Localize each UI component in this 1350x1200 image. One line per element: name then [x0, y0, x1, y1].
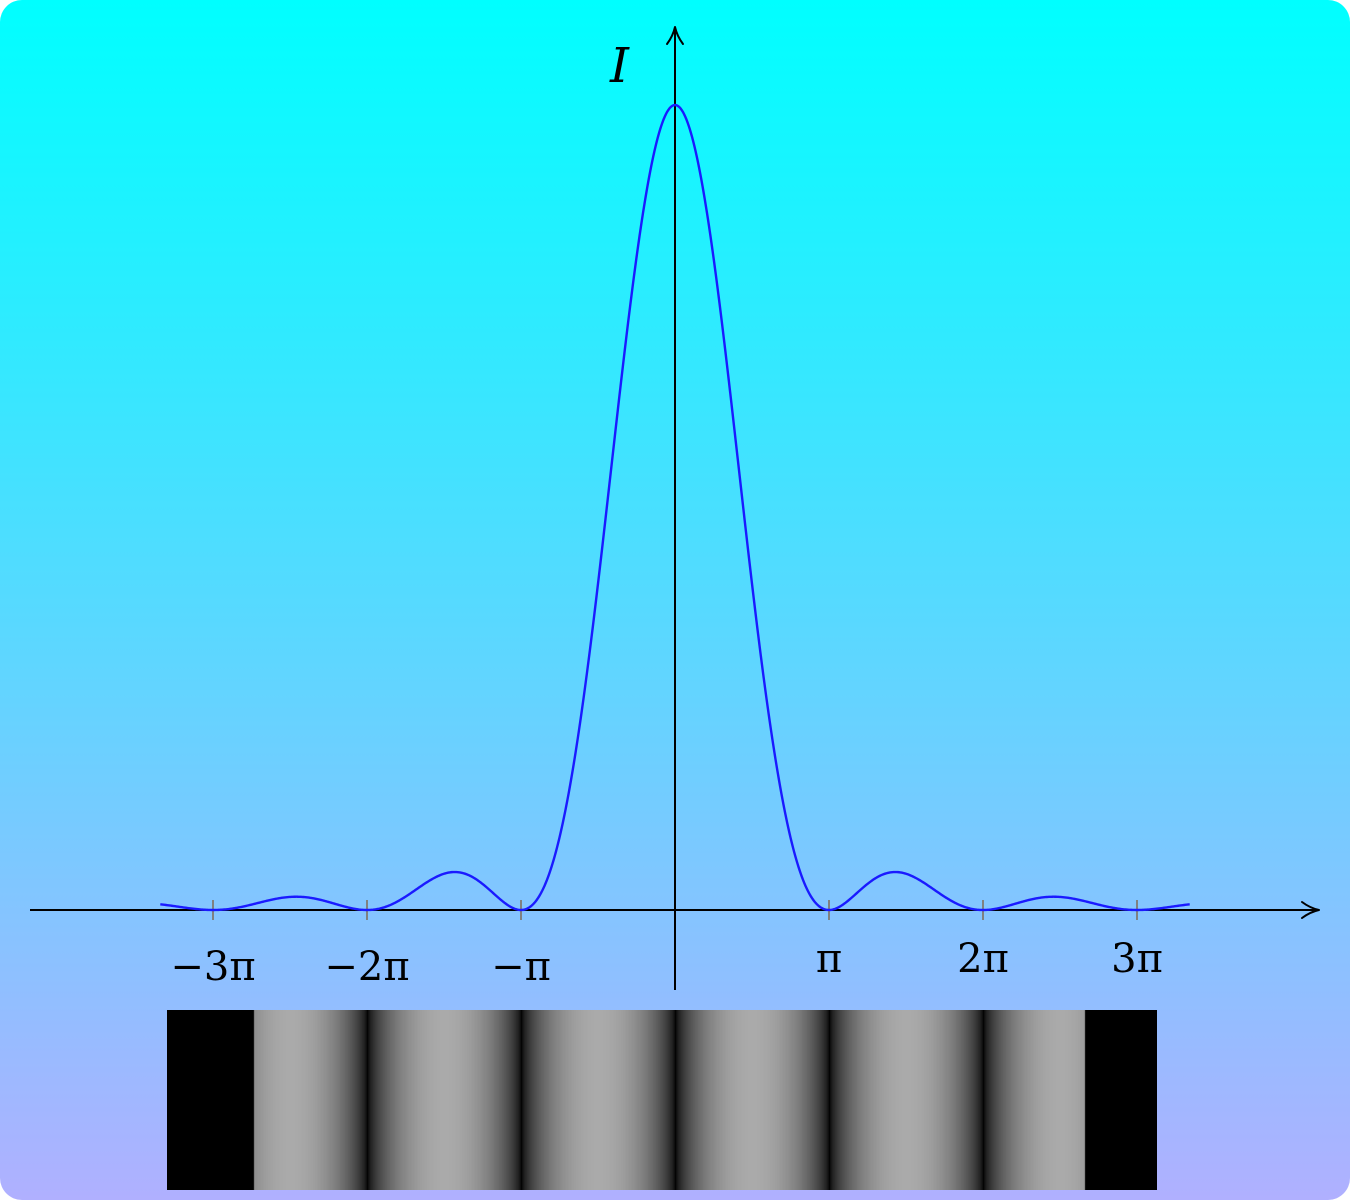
x-tick-label: −2π — [324, 944, 409, 990]
y-axis-label: I — [609, 38, 630, 94]
x-tick-label: π — [816, 936, 842, 982]
axes — [30, 26, 1320, 990]
x-tick-label: 2π — [957, 936, 1009, 982]
intensity-curve — [160, 103, 1190, 912]
diffraction-plot: −3π −2π −π π 2π 3π I — [30, 26, 1320, 990]
x-axis-arrowhead — [1301, 901, 1320, 919]
x-tick-label: −π — [491, 944, 551, 990]
x-ticks: −3π −2π −π π 2π 3π — [170, 900, 1163, 990]
x-tick-label: −3π — [170, 944, 255, 990]
fringe-pattern-strip — [167, 1010, 1157, 1190]
x-tick-label: 3π — [1111, 936, 1163, 982]
y-axis-arrowhead — [666, 26, 684, 45]
